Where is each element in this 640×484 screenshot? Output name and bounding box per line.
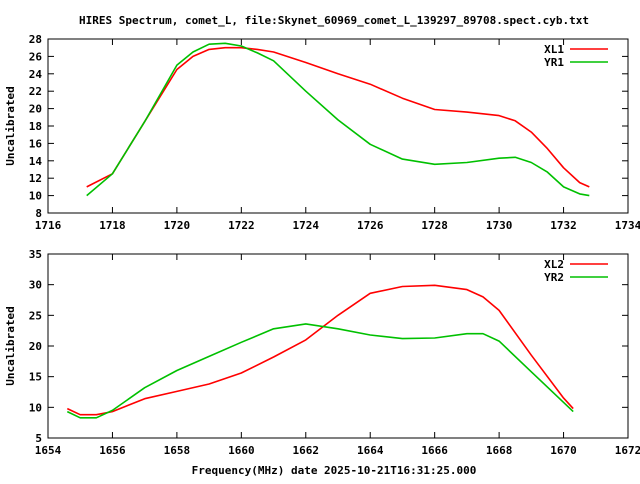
bottom-spectrum-plot: 1654 1656 1658 1660 1662 1664 1666 1668 1670 1672… <box>4 248 640 457</box>
y-tick-label: 26 <box>29 50 43 63</box>
figure-title: HIRES Spectrum, comet_L, file:Skynet_609… <box>79 14 589 27</box>
y-tick-label: 20 <box>29 340 42 353</box>
x-tick-label: 1666 <box>421 444 448 457</box>
x-axis-label: Frequency(MHz) date 2025-10-21T16:31:25.… <box>192 464 477 477</box>
legend-label: YR2 <box>544 271 564 284</box>
legend-label: XL1 <box>544 43 564 56</box>
y-tick-label: 12 <box>29 172 42 185</box>
y-tick-label: 8 <box>35 207 42 220</box>
y-tick-label: 35 <box>29 248 42 261</box>
x-tick-label: 1730 <box>486 219 513 232</box>
series-line-yr2 <box>66 323 574 419</box>
x-tick-label: 1660 <box>228 444 255 457</box>
plot-frame <box>47 253 629 439</box>
x-tick-label: 1658 <box>164 444 191 457</box>
y-tick-label: 30 <box>29 279 42 292</box>
y-tick-label: 10 <box>29 190 42 203</box>
legend-label: XL2 <box>544 258 564 271</box>
y-tick-label: 22 <box>29 85 42 98</box>
y-tick-label: 25 <box>29 309 42 322</box>
x-tick-label: 1718 <box>99 219 126 232</box>
series-line-yr1 <box>86 42 590 197</box>
x-tick-label: 1732 <box>550 219 577 232</box>
x-tick-label: 1734 <box>615 219 640 232</box>
legend-label: YR1 <box>544 56 564 69</box>
y-tick-label: 15 <box>29 371 42 384</box>
y-tick-label: 20 <box>29 103 42 116</box>
top-spectrum-plot: 1716 1718 1720 1722 1724 1726 1728 1730 1732 1734… <box>4 33 640 232</box>
y-tick-label: 28 <box>29 33 42 46</box>
y-axis-label: Uncalibrated <box>4 86 17 165</box>
series-line-xl2 <box>66 284 574 416</box>
x-tick-label: 1664 <box>357 444 384 457</box>
plot-frame <box>47 38 629 214</box>
x-tick-label: 1720 <box>164 219 191 232</box>
x-tick-label: 1662 <box>293 444 320 457</box>
y-axis-label: Uncalibrated <box>4 306 17 385</box>
y-tick-label: 24 <box>29 68 43 81</box>
x-tick-label: 1654 <box>35 444 62 457</box>
y-tick-label: 5 <box>35 432 42 445</box>
x-tick-label: 1728 <box>421 219 448 232</box>
x-tick-label: 1716 <box>35 219 62 232</box>
y-tick-label: 10 <box>29 401 42 414</box>
x-tick-label: 1668 <box>486 444 513 457</box>
y-tick-label: 16 <box>29 137 43 150</box>
x-tick-label: 1670 <box>550 444 577 457</box>
y-tick-label: 18 <box>29 120 42 133</box>
y-tick-label: 14 <box>29 155 43 168</box>
x-tick-label: 1724 <box>293 219 320 232</box>
x-tick-label: 1722 <box>228 219 255 232</box>
x-tick-label: 1672 <box>615 444 640 457</box>
series-line-xl1 <box>86 46 590 188</box>
x-tick-label: 1726 <box>357 219 384 232</box>
x-tick-label: 1656 <box>99 444 126 457</box>
